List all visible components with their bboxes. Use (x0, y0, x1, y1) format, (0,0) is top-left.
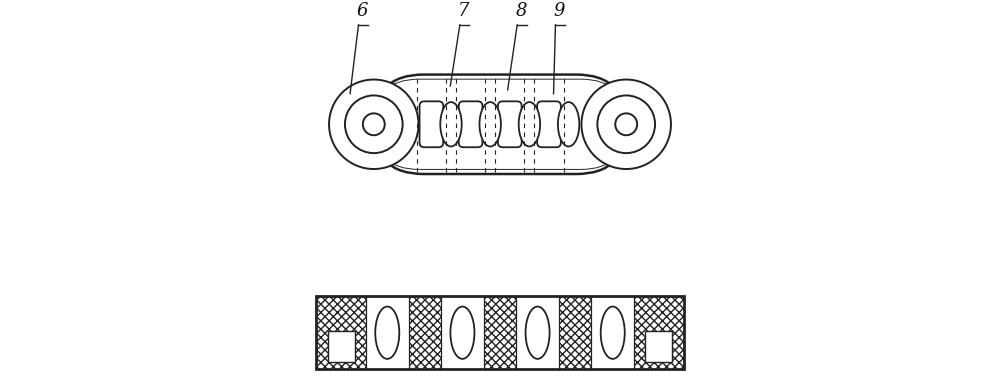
Ellipse shape (519, 102, 540, 147)
Ellipse shape (479, 102, 501, 147)
Bar (366, 296, 409, 369)
FancyBboxPatch shape (498, 102, 522, 147)
Bar (409, 296, 441, 369)
Ellipse shape (526, 307, 550, 359)
Circle shape (329, 80, 419, 169)
Circle shape (581, 80, 671, 169)
Bar (591, 296, 634, 369)
Bar (441, 296, 484, 369)
FancyBboxPatch shape (374, 74, 626, 174)
Bar (634, 296, 684, 369)
Circle shape (615, 113, 637, 135)
Circle shape (597, 95, 655, 153)
Text: 7: 7 (458, 2, 469, 20)
Bar (328, 331, 355, 362)
Text: 9: 9 (554, 2, 565, 20)
Circle shape (345, 95, 403, 153)
Text: 6: 6 (357, 2, 368, 20)
Bar (516, 296, 559, 369)
Ellipse shape (450, 307, 474, 359)
Ellipse shape (601, 307, 625, 359)
Bar (645, 331, 672, 362)
Circle shape (363, 113, 385, 135)
FancyBboxPatch shape (459, 102, 482, 147)
Bar (316, 296, 684, 369)
Bar (316, 296, 366, 369)
Bar (559, 296, 591, 369)
Ellipse shape (440, 102, 462, 147)
FancyBboxPatch shape (537, 102, 561, 147)
Bar (484, 296, 516, 369)
Ellipse shape (558, 102, 579, 147)
Text: 8: 8 (515, 2, 527, 20)
Ellipse shape (375, 307, 399, 359)
FancyBboxPatch shape (420, 102, 443, 147)
